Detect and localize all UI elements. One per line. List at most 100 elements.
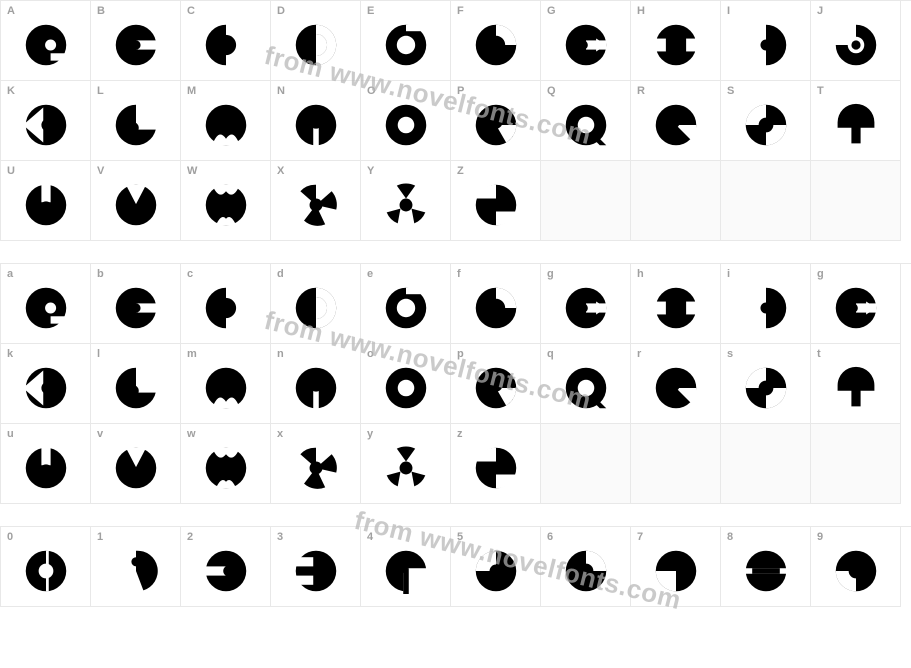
- glyph-b: [91, 264, 180, 343]
- glyph-cell: x: [271, 424, 361, 504]
- glyph-cell: C: [181, 1, 271, 81]
- cell-label: Y: [367, 165, 374, 177]
- glyph-cell: q: [541, 344, 631, 424]
- glyph-cell: o: [361, 344, 451, 424]
- cell-label: 3: [277, 531, 283, 543]
- glyph-cell: 5: [451, 527, 541, 607]
- glyph-cell: l: [91, 344, 181, 424]
- glyph-cell: [541, 161, 631, 241]
- glyph-cell: X: [271, 161, 361, 241]
- glyph-cell: M: [181, 81, 271, 161]
- glyph-cell: p: [451, 344, 541, 424]
- sections-root: ABCDEFGHIJKLMNOPQRSTUVWXYZabcdefghigklmn…: [0, 0, 911, 607]
- grid-lowercase: abcdefghigklmnopqrstuvwxyz: [0, 263, 911, 504]
- glyph-cell: U: [1, 161, 91, 241]
- glyph-F: [451, 1, 540, 80]
- glyph-cell: [541, 424, 631, 504]
- glyph-cell: r: [631, 344, 721, 424]
- glyph-q: [541, 344, 630, 423]
- cell-label: h: [637, 268, 644, 280]
- cell-label: U: [7, 165, 15, 177]
- glyph-d: [271, 264, 360, 343]
- cell-label: 7: [637, 531, 643, 543]
- glyph-8: [721, 527, 810, 606]
- glyph-cell: E: [361, 1, 451, 81]
- glyph-cell: Q: [541, 81, 631, 161]
- glyph-cell: s: [721, 344, 811, 424]
- glyph-cell: 4: [361, 527, 451, 607]
- cell-label: z: [457, 428, 463, 440]
- glyph-cell: 8: [721, 527, 811, 607]
- glyph-cell: K: [1, 81, 91, 161]
- cell-label: K: [7, 85, 15, 97]
- glyph-g: [811, 264, 900, 343]
- cell-label: k: [7, 348, 13, 360]
- glyph-t: [811, 344, 900, 423]
- glyph-cell: I: [721, 1, 811, 81]
- glyph-i: [721, 264, 810, 343]
- glyph-cell: y: [361, 424, 451, 504]
- glyph-cell: b: [91, 264, 181, 344]
- glyph-cell: k: [1, 344, 91, 424]
- glyph-k: [1, 344, 90, 423]
- cell-label: W: [187, 165, 197, 177]
- glyph-g: [541, 264, 630, 343]
- glyph-S: [721, 81, 810, 160]
- glyph-cell: 2: [181, 527, 271, 607]
- glyph-cell: F: [451, 1, 541, 81]
- glyph-v: [91, 424, 180, 503]
- cell-label: I: [727, 5, 730, 17]
- glyph-p: [451, 344, 540, 423]
- glyph-1: [91, 527, 180, 606]
- glyph-cell: L: [91, 81, 181, 161]
- glyph-9: [811, 527, 900, 606]
- cell-label: 1: [97, 531, 103, 543]
- cell-label: f: [457, 268, 461, 280]
- glyph-Z: [451, 161, 540, 240]
- glyph-cell: H: [631, 1, 721, 81]
- grid-digits: 0123456789: [0, 526, 911, 607]
- cell-label: q: [547, 348, 554, 360]
- glyph-cell: 3: [271, 527, 361, 607]
- cell-label: E: [367, 5, 374, 17]
- font-chart-container: ABCDEFGHIJKLMNOPQRSTUVWXYZabcdefghigklmn…: [0, 0, 911, 607]
- glyph-cell: T: [811, 81, 901, 161]
- cell-label: S: [727, 85, 734, 97]
- cell-label: s: [727, 348, 733, 360]
- cell-label: 4: [367, 531, 373, 543]
- glyph-cell: Y: [361, 161, 451, 241]
- glyph-cell: n: [271, 344, 361, 424]
- glyph-5: [451, 527, 540, 606]
- glyph-P: [451, 81, 540, 160]
- glyph-cell: V: [91, 161, 181, 241]
- cell-label: d: [277, 268, 284, 280]
- cell-label: x: [277, 428, 283, 440]
- glyph-3: [271, 527, 360, 606]
- glyph-cell: z: [451, 424, 541, 504]
- glyph-T: [811, 81, 900, 160]
- glyph-cell: v: [91, 424, 181, 504]
- glyph-cell: i: [721, 264, 811, 344]
- glyph-cell: c: [181, 264, 271, 344]
- glyph-E: [361, 1, 450, 80]
- cell-label: y: [367, 428, 373, 440]
- glyph-cell: e: [361, 264, 451, 344]
- glyph-cell: W: [181, 161, 271, 241]
- cell-label: m: [187, 348, 197, 360]
- glyph-a: [1, 264, 90, 343]
- glyph-cell: [721, 424, 811, 504]
- cell-label: g: [547, 268, 554, 280]
- glyph-cell: 7: [631, 527, 721, 607]
- grid-uppercase: ABCDEFGHIJKLMNOPQRSTUVWXYZ: [0, 0, 911, 241]
- cell-label: c: [187, 268, 193, 280]
- glyph-cell: w: [181, 424, 271, 504]
- cell-label: H: [637, 5, 645, 17]
- glyph-cell: 6: [541, 527, 631, 607]
- glyph-f: [451, 264, 540, 343]
- cell-label: C: [187, 5, 195, 17]
- glyph-cell: N: [271, 81, 361, 161]
- glyph-cell: u: [1, 424, 91, 504]
- glyph-x: [271, 424, 360, 503]
- glyph-X: [271, 161, 360, 240]
- glyph-cell: Z: [451, 161, 541, 241]
